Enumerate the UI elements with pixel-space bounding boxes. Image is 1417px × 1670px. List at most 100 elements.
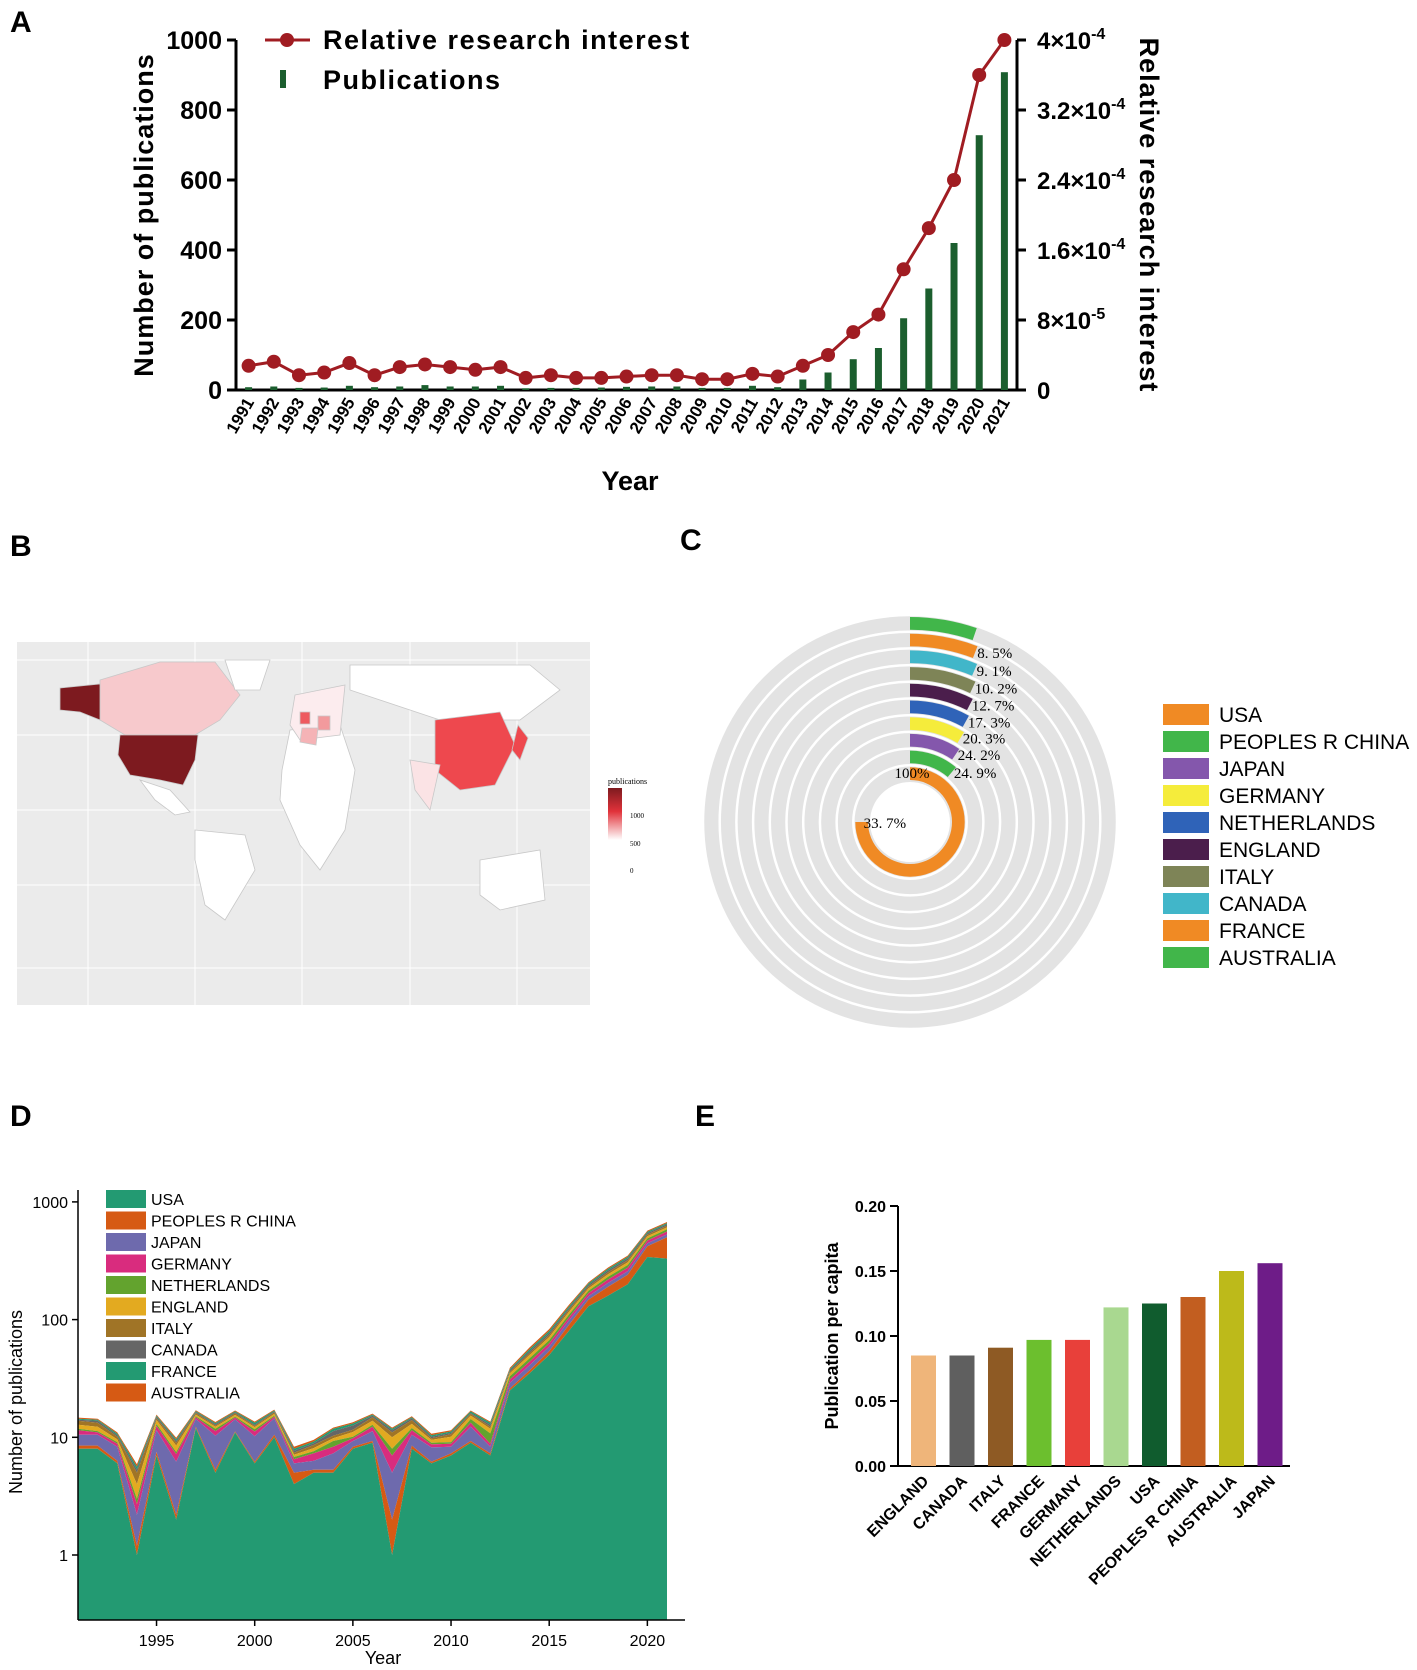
d-legend-label: FRANCE (151, 1364, 217, 1381)
radial-legend-label: AUSTRALIA (1219, 947, 1336, 970)
panel-a: A 0 200 400 600 800 1000 0 8×10-5 1.6×10-4 2.4×1… (10, 6, 1164, 496)
publication-bar (320, 387, 328, 390)
a-left-tick-label: 0 (208, 377, 222, 405)
panel-c-letter: C (680, 524, 702, 557)
relative-interest-point (619, 369, 634, 384)
radial-legend-label: CANADA (1219, 893, 1307, 916)
a-right-tick-label: 0 (1037, 378, 1050, 405)
d-x-tick-label: 2015 (531, 1633, 567, 1650)
d-legend-label: USA (151, 1192, 184, 1209)
relative-interest-point (417, 357, 432, 372)
radial-percent-label: 24. 2% (958, 748, 1001, 764)
e-y-tick-label: 0.10 (855, 1329, 886, 1346)
a-right-tick-label: 4×10-4 (1037, 26, 1105, 55)
relative-interest-point (392, 360, 407, 375)
relative-interest-point (569, 370, 584, 385)
e-y-tick-label: 0.15 (855, 1264, 886, 1281)
d-y-tick-label: 100 (41, 1313, 68, 1330)
radial-arc-netherlands (910, 700, 969, 727)
radial-percent-label: 33. 7% (864, 816, 907, 832)
publication-bar (396, 386, 404, 390)
panel-c: C 33. 7% 24. 9% 24. 2%20. 3%17. 3%12. 7% 10… (680, 524, 1409, 1031)
radial-percent-label: 8. 5% (977, 646, 1012, 662)
radial-legend-label: USA (1219, 704, 1262, 727)
legend-publications: Publications (323, 65, 502, 95)
bar-canada (949, 1355, 975, 1466)
a-year-tick-label: 2021 (978, 395, 1013, 437)
relative-interest-point (896, 262, 911, 277)
d-legend-swatch (106, 1297, 146, 1316)
publication-bar (874, 348, 882, 390)
relative-interest-point (846, 325, 861, 340)
publication-bar (345, 385, 353, 390)
radial-ring-line (751, 663, 1069, 981)
relative-interest-point (921, 221, 936, 236)
legend-bar-swatch (280, 70, 286, 88)
radial-percent-label: 12. 7% (972, 699, 1015, 715)
d-y-tick-label: 10 (50, 1430, 68, 1447)
relative-interest-point (493, 360, 508, 375)
radial-percent-labels: 33. 7% 24. 9% 24. 2%20. 3%17. 3%12. 7% 10. … (864, 646, 1018, 832)
radial-ring-line (735, 647, 1085, 997)
radial-legend-swatch (1163, 785, 1209, 806)
a-right-tick-label: 3.2×10-4 (1037, 96, 1125, 125)
a-left-tick-label: 400 (180, 237, 222, 265)
publication-bar (421, 385, 429, 390)
publication-bar (748, 385, 756, 390)
greenland-shape (224, 659, 271, 691)
bar-england (911, 1355, 936, 1466)
bar-usa (1142, 1303, 1167, 1466)
publication-bar (1000, 72, 1008, 390)
publication-bar (446, 386, 454, 390)
relative-interest-point (947, 173, 962, 187)
radial-ring-line (768, 680, 1052, 964)
publication-bar (471, 386, 479, 390)
mexico-shape (138, 779, 191, 816)
radial-percent-label: 17. 3% (968, 715, 1011, 731)
panel-a-left-ticks: 0 200 400 600 800 1000 (166, 27, 236, 405)
map-legend-gradient (608, 788, 622, 840)
relative-interest-point (543, 368, 558, 383)
panel-e: E 0.00 0.05 0.10 0.15 0.20 ENGLANDCANADAITAL… (695, 1100, 1290, 1589)
e-y-tick-label: 0.00 (855, 1459, 886, 1476)
radial-ring-separators (701, 613, 1119, 1031)
panel-e-x-labels: ENGLANDCANADAITALYFRANCEGERMANYNETHERLAN… (864, 1472, 1278, 1588)
relative-interest-point (594, 370, 609, 385)
panel-a-points (241, 33, 1012, 387)
relative-interest-point (972, 68, 987, 82)
a-year-tick-label: 2010 (701, 395, 736, 437)
japan-shape (511, 724, 529, 761)
bar-australia (1219, 1271, 1244, 1466)
publication-bar (698, 387, 706, 390)
relative-interest-point (770, 369, 785, 384)
a-left-tick-label: 600 (180, 167, 222, 195)
d-legend-swatch (106, 1190, 146, 1208)
d-legend-swatch (106, 1340, 146, 1359)
relative-interest-point (644, 368, 659, 383)
relative-interest-point (367, 368, 382, 383)
publication-bar (371, 387, 379, 390)
south-america-shape (194, 829, 256, 921)
publication-bar (295, 387, 303, 390)
radial-legend-label: NETHERLANDS (1219, 812, 1375, 835)
d-legend-label: AUSTRALIA (151, 1386, 240, 1403)
bar-netherlands (1103, 1307, 1129, 1466)
panel-e-y-ticks: 0.00 0.05 0.10 0.15 0.20 (855, 1199, 898, 1476)
legend-relative-interest: Relative research interest (323, 25, 691, 55)
germany-shape (317, 715, 331, 731)
d-legend-swatch (106, 1276, 146, 1294)
relative-interest-point (518, 370, 533, 385)
d-legend-swatch (106, 1211, 146, 1230)
radial-legend: USA PEOPLES R CHINA JAPAN GERMANY NETHERLAND… (1163, 704, 1409, 970)
england-shape (299, 711, 311, 725)
panel-d-letter: D (10, 1100, 32, 1133)
relative-interest-point (745, 366, 760, 381)
d-legend-label: PEOPLES R CHINA (151, 1214, 296, 1231)
radial-arc-england (910, 683, 973, 711)
france-shape (299, 727, 319, 746)
publication-bar (799, 379, 807, 390)
d-x-tick-label: 1995 (139, 1633, 175, 1650)
radial-arc-peoples-r-china (910, 750, 956, 778)
publication-bar (900, 318, 908, 390)
d-x-tick-label: 2020 (630, 1633, 666, 1650)
